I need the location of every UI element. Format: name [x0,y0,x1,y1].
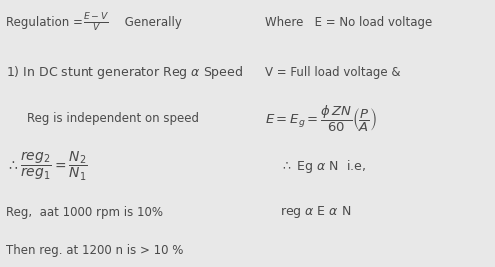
Text: Regulation =: Regulation = [6,16,87,29]
Text: Where   E = No load voltage: Where E = No load voltage [265,16,432,29]
Text: $\therefore\dfrac{reg_2}{reg_1} = \dfrac{N_2}{N_1}$: $\therefore\dfrac{reg_2}{reg_1} = \dfrac… [6,150,88,183]
Text: Reg,  aat 1000 rpm is 10%: Reg, aat 1000 rpm is 10% [6,206,163,219]
Text: reg $\alpha$ E $\alpha$ N: reg $\alpha$ E $\alpha$ N [280,204,351,220]
Text: $\frac{E-V}{V}$: $\frac{E-V}{V}$ [83,12,109,34]
Text: V = Full load voltage &: V = Full load voltage & [265,66,400,78]
Text: Then reg. at 1200 n is > 10 %: Then reg. at 1200 n is > 10 % [6,245,183,257]
Text: 1) In DC stunt generator Reg $\alpha$ Speed: 1) In DC stunt generator Reg $\alpha$ Sp… [6,64,243,81]
Text: $\therefore$ Eg $\alpha$ N  i.e,: $\therefore$ Eg $\alpha$ N i.e, [280,158,366,175]
Text: Generally: Generally [121,16,182,29]
Text: $E = E_g = \dfrac{\phi\, ZN}{60}\left(\dfrac{P}{A}\right)$: $E = E_g = \dfrac{\phi\, ZN}{60}\left(\d… [265,104,377,134]
Text: Reg is independent on speed: Reg is independent on speed [27,112,199,125]
